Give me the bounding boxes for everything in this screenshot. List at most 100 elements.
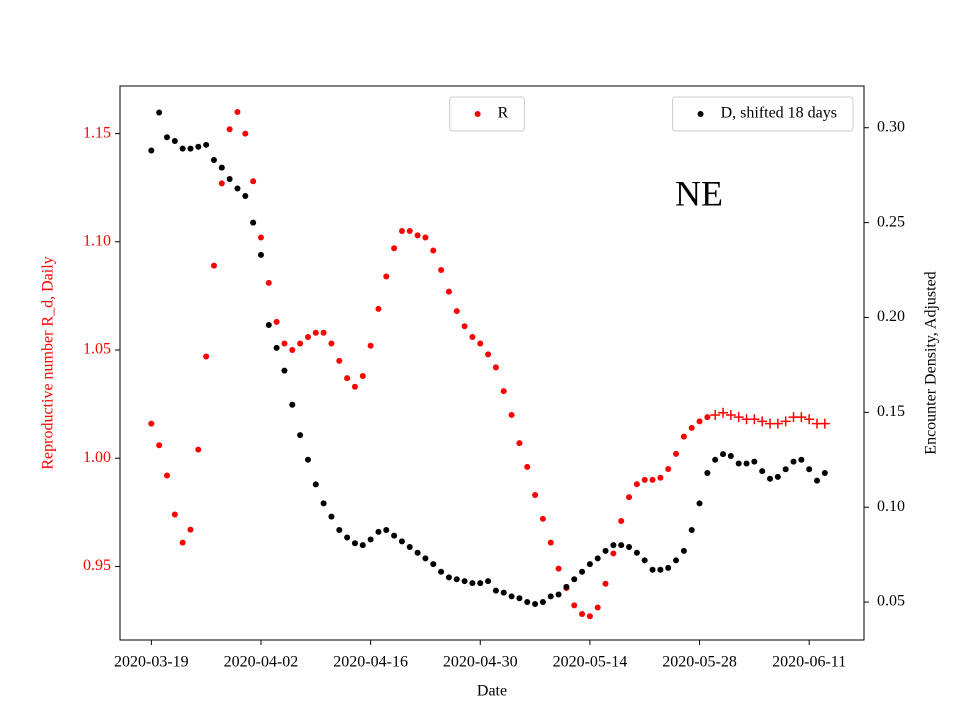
y-tick-label: 1.00: [83, 449, 111, 466]
data-point: [289, 401, 296, 408]
data-point: [171, 511, 178, 518]
data-point: [430, 561, 437, 568]
data-point: [594, 604, 601, 611]
data-point: [336, 526, 343, 533]
data-point: [163, 134, 170, 141]
y-tick-label: 1.10: [83, 232, 111, 249]
data-point: [422, 234, 429, 241]
data-point: [579, 568, 586, 575]
data-point: [250, 219, 257, 226]
legend-marker: [474, 111, 481, 117]
data-point: [438, 266, 445, 273]
data-point: [265, 322, 272, 329]
data-point: [571, 602, 578, 609]
legend: R: [449, 96, 525, 132]
data-point: [218, 180, 225, 187]
data-point: [610, 542, 617, 549]
y-tick-label: 1.05: [83, 341, 111, 358]
data-point: [469, 580, 476, 587]
data-point: [804, 414, 815, 425]
data-point: [680, 547, 687, 554]
data-point: [806, 466, 813, 473]
data-point: [281, 340, 288, 347]
legend-box: [449, 96, 525, 132]
data-point: [234, 108, 241, 115]
data-point: [304, 334, 311, 341]
data-point: [226, 175, 233, 182]
data-point: [257, 251, 264, 258]
legend: D, shifted 18 days: [672, 96, 854, 132]
data-point: [430, 247, 437, 254]
data-point: [735, 460, 742, 467]
y2-tick-label: 0.20: [877, 308, 905, 325]
data-point: [218, 164, 225, 171]
data-point: [790, 458, 797, 465]
data-point: [163, 472, 170, 479]
data-point: [445, 574, 452, 581]
y2-tick-label: 0.30: [877, 118, 905, 135]
data-point: [814, 477, 821, 484]
data-point: [780, 416, 791, 427]
data-point: [156, 109, 163, 116]
data-point: [438, 568, 445, 575]
data-point: [586, 613, 593, 620]
data-point: [414, 549, 421, 556]
data-point: [688, 526, 695, 533]
data-point: [649, 476, 656, 483]
data-point: [727, 452, 734, 459]
x-tick-label: 2020-06-11: [772, 654, 846, 671]
data-point: [524, 599, 531, 606]
legend-label: D, shifted 18 days: [721, 105, 837, 122]
data-point: [539, 515, 546, 522]
data-point: [602, 547, 609, 554]
data-point: [179, 145, 186, 152]
data-point: [492, 364, 499, 371]
data-point: [453, 308, 460, 315]
data-point: [312, 329, 319, 336]
data-point: [297, 340, 304, 347]
data-point: [555, 565, 562, 572]
data-point: [821, 470, 828, 477]
data-point: [657, 474, 664, 481]
y2-tick-label: 0.10: [877, 498, 905, 515]
data-point: [696, 418, 703, 425]
data-point: [680, 433, 687, 440]
data-point: [749, 414, 760, 425]
x-tick-label: 2020-04-16: [333, 654, 408, 671]
data-point: [477, 580, 484, 587]
data-point: [171, 138, 178, 145]
data-point: [195, 446, 202, 453]
y2-tick-label: 0.25: [877, 213, 905, 230]
data-point: [344, 375, 351, 382]
data-point: [469, 334, 476, 341]
data-point: [273, 344, 280, 351]
chart-title: NE: [675, 173, 723, 213]
data-point: [383, 526, 390, 533]
x-tick-label: 2020-05-28: [662, 654, 737, 671]
data-point: [688, 424, 695, 431]
data-point: [819, 418, 830, 429]
data-point: [710, 409, 721, 420]
data-point: [508, 411, 515, 418]
legend-marker: [697, 111, 704, 117]
data-point: [391, 532, 398, 539]
data-point: [757, 416, 768, 427]
data-point: [242, 130, 249, 137]
data-point: [547, 593, 554, 600]
data-point: [665, 466, 672, 473]
data-point: [712, 456, 719, 463]
data-point: [485, 578, 492, 585]
data-point: [156, 442, 163, 449]
data-point: [328, 513, 335, 520]
data-point: [273, 318, 280, 325]
data-point: [320, 329, 327, 336]
data-point: [492, 587, 499, 594]
data-point: [414, 232, 421, 239]
data-point: [367, 342, 374, 349]
x-axis-label: Date: [477, 683, 507, 700]
data-point: [398, 538, 405, 545]
data-point: [461, 578, 468, 585]
y-axis-label: Reproductive number R_d, Daily: [40, 256, 57, 469]
data-point: [187, 145, 194, 152]
y-tick-label: 1.15: [83, 124, 111, 141]
